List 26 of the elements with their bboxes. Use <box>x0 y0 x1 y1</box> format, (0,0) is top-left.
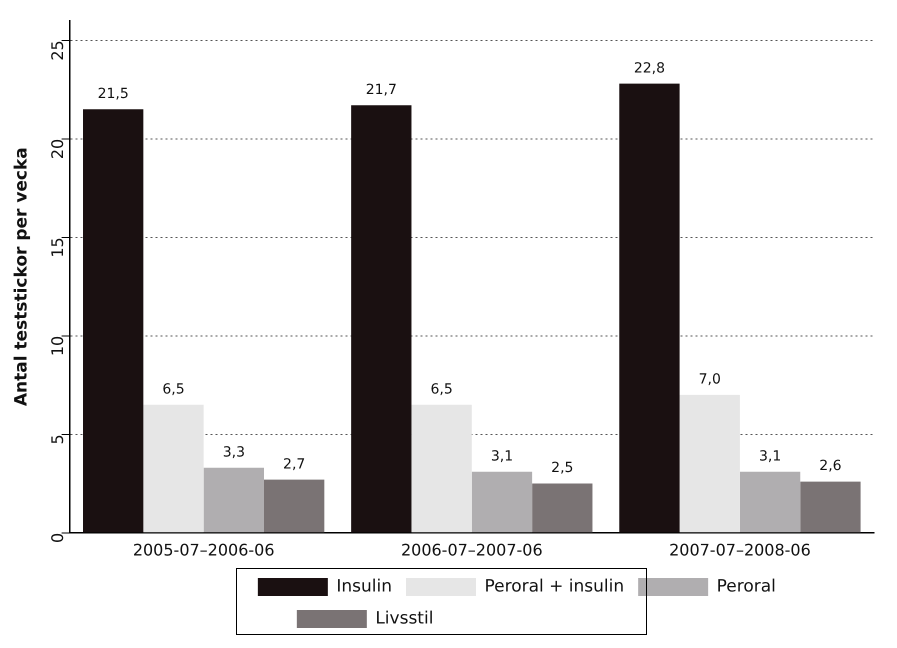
x-tick-label: 2007-07–2008-06 <box>669 540 811 560</box>
y-tick-label: 25 <box>48 40 67 61</box>
data-label: 3,1 <box>758 448 782 464</box>
data-label: 21,5 <box>98 86 129 102</box>
y-tick-label: 20 <box>48 138 67 160</box>
data-label: 3,1 <box>490 448 514 464</box>
y-tick-label: 10 <box>48 336 67 356</box>
data-label: 3,3 <box>222 444 245 460</box>
data-label: 2,7 <box>283 456 306 472</box>
y-tick-label: 15 <box>48 237 67 258</box>
data-label: 2,5 <box>551 460 574 476</box>
data-label: 22,8 <box>634 60 666 76</box>
y-axis-title: Antal teststickor per vecka <box>12 147 32 406</box>
legend-label: Peroral + insulin <box>484 576 624 596</box>
x-tick-label: 2005-07–2006-06 <box>132 540 275 560</box>
y-tick-label: 0 <box>48 532 67 543</box>
legend-label: Insulin <box>336 576 392 596</box>
data-label: 21,7 <box>366 82 397 98</box>
data-label: 2,6 <box>819 458 842 474</box>
y-tick-label: 5 <box>48 434 67 444</box>
x-tick-label: 2006-07–2007-06 <box>400 540 543 560</box>
data-label: 6,5 <box>430 381 453 398</box>
data-label: 7,0 <box>698 372 721 388</box>
legend-label: Peroral <box>716 576 776 596</box>
data-label: 6,5 <box>162 381 185 398</box>
legend-label: Livsstil <box>375 608 434 628</box>
